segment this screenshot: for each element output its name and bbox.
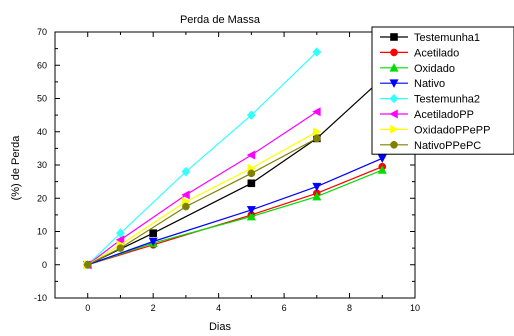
data-point [312, 47, 322, 57]
data-point [83, 260, 92, 269]
legend-item: Nativo [380, 78, 445, 90]
chart-title: Perda de Massa [180, 14, 261, 26]
legend-marker [389, 93, 399, 104]
legend-label: AcetiladoPP [414, 109, 474, 121]
data-point [149, 229, 157, 237]
legend-marker [390, 33, 398, 41]
legend-item: Testemunha2 [380, 94, 480, 106]
legend-label: Nativo [414, 78, 445, 90]
data-point [313, 134, 321, 143]
y-tick-label: 30 [37, 160, 47, 170]
data-point [246, 150, 256, 160]
legend: Testemunha1 Acetilado Oxidado Nativo Testemu… [371, 26, 514, 155]
legend-item: AcetiladoPP [380, 109, 474, 121]
x-tick-label: 2 [151, 303, 156, 313]
legend-marker [389, 79, 399, 88]
legend-box [371, 26, 514, 155]
legend-item: OxidadoPPePP [380, 124, 490, 136]
data-point [312, 107, 321, 117]
y-tick-label: 10 [37, 227, 47, 237]
series-Testemunha2 [83, 47, 322, 270]
data-point [148, 237, 158, 247]
legend-item: Acetilado [380, 47, 459, 59]
series-NativoPPePC [83, 134, 321, 269]
legend-label: Oxidado [414, 63, 455, 75]
legend-label: NativoPPePC [414, 140, 481, 152]
legend-item: Oxidado [380, 63, 455, 75]
data-point [246, 211, 256, 221]
legend-label: Testemunha2 [414, 94, 480, 106]
y-tick-label: 70 [37, 27, 47, 37]
legend-label: OxidadoPPePP [414, 124, 490, 136]
data-point [182, 202, 190, 211]
data-point [377, 154, 387, 163]
legend-marker [390, 48, 398, 57]
legend-marker [389, 63, 399, 72]
legend-label: Testemunha1 [414, 32, 480, 44]
legend-marker [389, 109, 398, 119]
data-point [246, 206, 256, 215]
data-point [115, 235, 125, 245]
data-point [313, 127, 322, 137]
x-axis-label: Dias [209, 321, 232, 333]
y-tick-label: 0 [42, 260, 47, 270]
data-point [247, 169, 256, 178]
plot-area: 0 2 4 6 8 10 -10 0 10 20 30 40 50 60 70 [34, 27, 420, 313]
y-tick-label: 20 [37, 193, 47, 203]
data-point [247, 179, 256, 188]
y-tick-label: 60 [37, 60, 47, 70]
data-point [246, 110, 256, 120]
x-tick-label: 8 [347, 303, 352, 313]
y-tick-label: 40 [37, 127, 47, 137]
legend-item: Testemunha1 [380, 32, 480, 44]
x-tick-label: 0 [85, 303, 90, 313]
x-tick-label: 10 [410, 303, 420, 313]
x-tick-label: 6 [282, 303, 287, 313]
data-point [312, 191, 322, 201]
legend-label: Acetilado [414, 47, 459, 59]
y-tick-label: 50 [37, 94, 47, 104]
legend-marker [390, 124, 399, 134]
series-line [87, 157, 383, 266]
data-point [181, 190, 190, 200]
data-point [181, 166, 191, 177]
data-point [312, 182, 322, 192]
y-tick-label: -10 [34, 293, 47, 303]
legend-item: NativoPPePC [380, 140, 481, 152]
data-point [377, 165, 387, 174]
y-axis-label: (%) de Perda [10, 135, 22, 201]
data-point [116, 244, 125, 252]
legend-marker [390, 141, 398, 149]
x-tick-label: 4 [216, 303, 221, 313]
